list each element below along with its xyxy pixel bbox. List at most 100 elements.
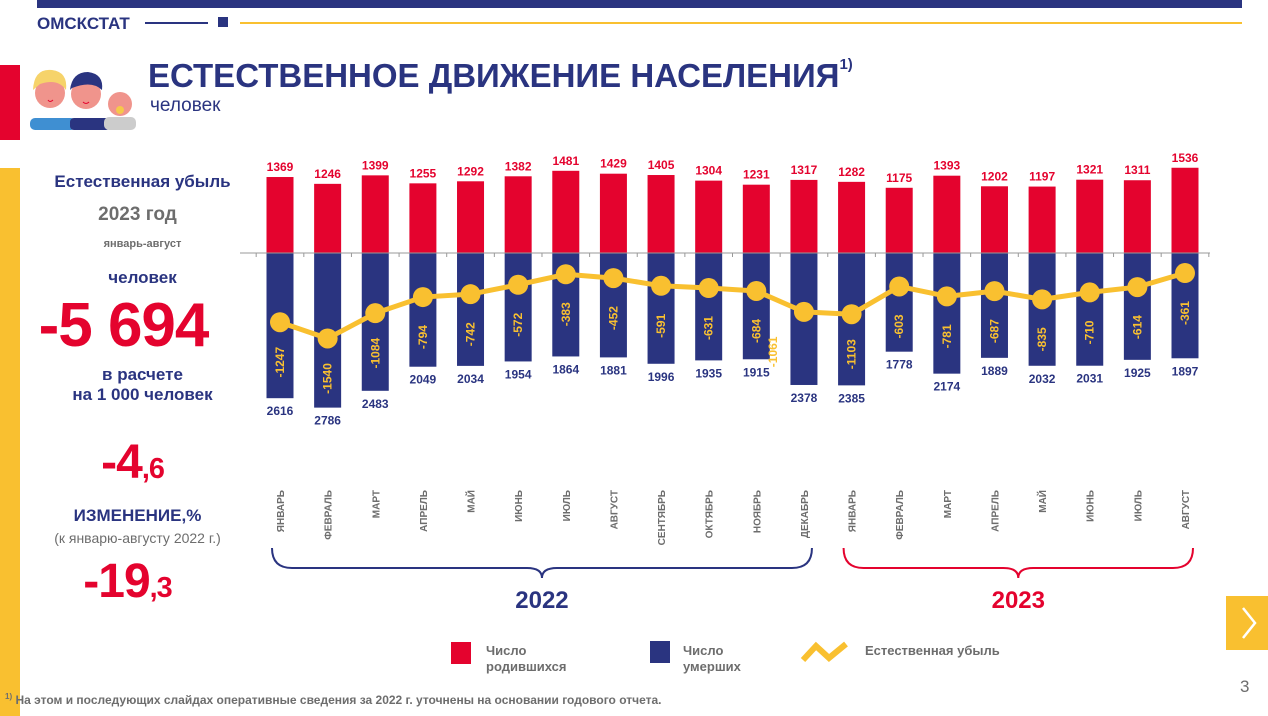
death-bar xyxy=(1123,253,1151,360)
birth-bar xyxy=(314,183,342,253)
decline-value-label: -742 xyxy=(464,322,478,346)
header-square xyxy=(218,17,228,27)
decline-point xyxy=(1175,263,1195,284)
per-1000-int: -4 xyxy=(101,436,143,489)
decline-point xyxy=(365,303,386,324)
next-slide-button[interactable] xyxy=(1226,596,1268,650)
panel-period: январь-август xyxy=(103,238,182,250)
death-value-label: 2378 xyxy=(791,391,818,405)
death-value-label: 1881 xyxy=(600,363,627,377)
birth-bar xyxy=(1028,186,1056,253)
family-logo-icon xyxy=(30,69,136,130)
decline-value-label: -591 xyxy=(654,313,668,337)
birth-value-label: 1369 xyxy=(267,160,294,174)
change-value: -19,3 xyxy=(0,554,255,609)
death-value-label: 2031 xyxy=(1076,372,1103,386)
birth-bar xyxy=(457,181,485,253)
death-value-label: 1935 xyxy=(695,366,722,380)
birth-value-label: 1231 xyxy=(743,168,770,182)
death-bar xyxy=(980,253,1008,358)
decline-value-label: -1540 xyxy=(321,363,335,394)
per-1000-value: -4,6 xyxy=(10,435,255,490)
month-label: ДЕКАБРЬ xyxy=(800,490,811,538)
footnote-mark: 1) xyxy=(5,692,13,701)
decline-point xyxy=(698,278,719,299)
death-bar xyxy=(1028,253,1056,366)
birth-value-label: 1536 xyxy=(1172,151,1199,165)
per-1000-label-2: на 1 000 человек xyxy=(72,385,213,404)
death-value-label: 1915 xyxy=(743,365,770,379)
birth-value-label: 1382 xyxy=(505,159,532,173)
org-name: ОМСКСТАТ xyxy=(37,14,130,33)
decline-point xyxy=(270,312,290,333)
birth-bar xyxy=(1123,180,1151,253)
birth-value-label: 1175 xyxy=(886,171,912,185)
birth-bar xyxy=(885,187,913,253)
decline-value-label: -452 xyxy=(606,306,620,330)
month-label: ИЮЛЬ xyxy=(1133,490,1144,521)
top-bar xyxy=(37,0,1242,8)
year-label: 2022 xyxy=(515,587,568,614)
decline-point xyxy=(508,274,529,295)
legend-births: Число родившихся xyxy=(486,643,567,675)
month-label: АПРЕЛЬ xyxy=(990,490,1001,532)
birth-bar xyxy=(599,173,627,253)
death-value-label: 2483 xyxy=(362,397,389,411)
month-label: АВГУСТ xyxy=(1181,490,1192,529)
month-label: МАЙ xyxy=(1036,490,1049,513)
birth-value-label: 1304 xyxy=(695,164,722,178)
death-bar xyxy=(504,253,532,362)
panel-heading: Естественная убыль xyxy=(54,172,231,191)
birth-value-label: 1255 xyxy=(410,166,437,180)
death-value-label: 2034 xyxy=(457,372,484,386)
death-bar xyxy=(457,253,485,366)
month-label: АПРЕЛЬ xyxy=(419,490,430,532)
decline-value-label: -835 xyxy=(1035,327,1049,351)
decline-point xyxy=(936,286,957,307)
birth-bar xyxy=(504,176,532,253)
death-value-label: 1778 xyxy=(886,358,913,372)
death-value-label: 2385 xyxy=(838,391,865,405)
death-value-label: 1925 xyxy=(1124,366,1151,380)
death-value-label: 2032 xyxy=(1029,372,1056,386)
month-label: ИЮЛЬ xyxy=(562,490,573,521)
birth-value-label: 1317 xyxy=(791,163,818,177)
birth-value-label: 1321 xyxy=(1076,163,1103,177)
panel-year: 2023 год xyxy=(98,204,177,225)
decline-point xyxy=(841,304,862,325)
decline-value-label: -361 xyxy=(1178,301,1192,325)
decline-point xyxy=(1032,289,1053,310)
year-bracket xyxy=(842,547,1194,579)
per-1000-label-1: в расчете xyxy=(102,365,183,384)
birth-value-label: 1481 xyxy=(552,154,579,168)
birth-value-label: 1399 xyxy=(362,158,389,172)
birth-bar xyxy=(838,181,866,253)
decline-point xyxy=(984,281,1005,302)
death-value-label: 2616 xyxy=(267,404,294,418)
page-subtitle: человек xyxy=(150,95,221,116)
decline-point xyxy=(317,328,338,349)
month-label: МАРТ xyxy=(371,490,382,518)
legend-births-line2: родившихся xyxy=(486,659,567,674)
death-bar xyxy=(409,253,437,367)
per-1000-frac: ,6 xyxy=(141,453,165,485)
title-text: ЕСТЕСТВЕННОЕ ДВИЖЕНИЕ НАСЕЛЕНИЯ xyxy=(148,57,840,94)
header-line-navy xyxy=(145,22,208,24)
birth-bar xyxy=(790,179,818,253)
change-int: -19 xyxy=(83,555,150,608)
decline-point xyxy=(412,287,433,308)
decline-value-label: -781 xyxy=(940,324,954,348)
panel-unit: человек xyxy=(108,268,177,287)
death-bar xyxy=(695,253,723,361)
birth-value-label: 1393 xyxy=(933,159,960,173)
death-value-label: 1889 xyxy=(981,364,1008,378)
decline-value-label: -794 xyxy=(416,325,430,349)
decline-value-label: -710 xyxy=(1083,320,1097,344)
decline-value-label: -684 xyxy=(749,319,763,343)
decline-value-label: -1103 xyxy=(845,339,859,369)
birth-value-label: 1429 xyxy=(600,157,627,171)
month-label: МАЙ xyxy=(465,490,478,513)
decline-value-label: -1247 xyxy=(273,347,287,378)
decline-point xyxy=(889,276,910,297)
